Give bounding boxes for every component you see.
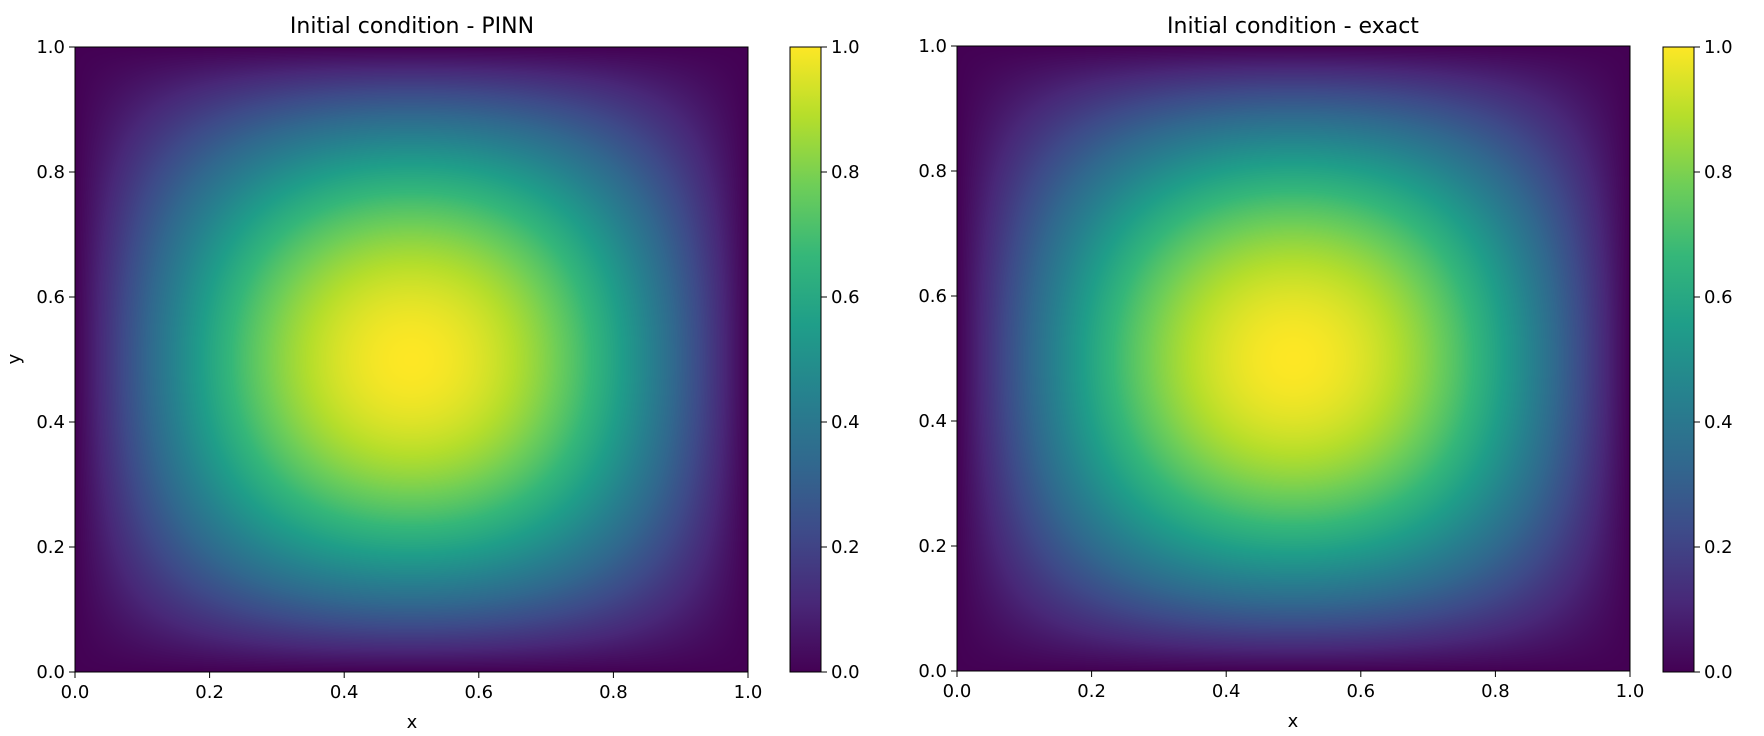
- plot-frame: [956, 45, 1631, 672]
- x-tick-label: 0.4: [330, 682, 359, 703]
- y-tick-label: 0.6: [918, 286, 947, 307]
- colorbar-axis: 0.0 0.2 0.4 0.6 0.8 1.0: [821, 37, 860, 683]
- y-tick-label: 1.0: [918, 36, 947, 57]
- colorbar-tick-label: 0.4: [1704, 412, 1733, 433]
- colorbar-tick-label: 0.6: [831, 287, 860, 308]
- colorbar-tick-label: 0.0: [831, 662, 860, 683]
- y-tick-label: 0.0: [36, 662, 65, 683]
- y-tick-label: 1.0: [36, 37, 65, 58]
- colorbar-tick-label: 0.0: [1704, 662, 1733, 683]
- chart-panel-pinn: Initial condition - PINN 0.0 0.2 0.4 0.6 0.8…: [4, 14, 860, 733]
- x-tick-label: 0.6: [464, 682, 493, 703]
- x-axis: 0.0 0.2 0.4 0.6 0.8 1.0: [61, 672, 763, 703]
- y-tick-label: 0.4: [918, 411, 947, 432]
- y-tick-label: 0.4: [36, 412, 65, 433]
- y-tick-label: 0.0: [918, 661, 947, 682]
- colorbar-tick-label: 0.4: [831, 412, 860, 433]
- x-axis-label: x: [1288, 711, 1299, 732]
- colorbar-tick-label: 0.8: [831, 162, 860, 183]
- y-tick-label: 0.6: [36, 287, 65, 308]
- x-axis: 0.0 0.2 0.4 0.6 0.8 1.0: [943, 671, 1645, 702]
- colorbar-axis: 0.0 0.2 0.4 0.6 0.8 1.0: [1694, 37, 1733, 683]
- x-tick-label: 1.0: [1616, 681, 1645, 702]
- x-tick-label: 0.0: [61, 682, 90, 703]
- chart-title: Initial condition - exact: [1167, 14, 1419, 39]
- chart-panel-exact: Initial condition - exact 0.0 0.2 0.4 0.6 0.…: [918, 14, 1732, 732]
- x-tick-label: 0.2: [1077, 681, 1106, 702]
- plot-frame: [74, 46, 749, 673]
- x-tick-label: 1.0: [734, 682, 763, 703]
- y-axis: 0.0 0.2 0.4 0.6 0.8 1.0: [918, 36, 957, 682]
- y-axis-label: y: [4, 353, 25, 364]
- colorbar-tick-label: 0.2: [1704, 537, 1733, 558]
- heatmap-plot: [957, 46, 1630, 671]
- colorbar: [789, 46, 822, 673]
- x-tick-label: 0.8: [599, 682, 628, 703]
- heatmap-plot: [75, 47, 748, 672]
- chart-title: Initial condition - PINN: [290, 14, 534, 39]
- x-tick-label: 0.6: [1346, 681, 1375, 702]
- colorbar-tick-label: 1.0: [1704, 37, 1733, 58]
- x-tick-label: 0.4: [1212, 681, 1241, 702]
- x-tick-label: 0.8: [1481, 681, 1510, 702]
- y-axis: 0.0 0.2 0.4 0.6 0.8 1.0: [36, 37, 75, 683]
- colorbar-tick-label: 1.0: [831, 37, 860, 58]
- y-tick-label: 0.8: [36, 162, 65, 183]
- x-axis-label: x: [407, 712, 418, 733]
- x-tick-label: 0.0: [943, 681, 972, 702]
- colorbar-tick-label: 0.6: [1704, 287, 1733, 308]
- x-tick-label: 0.2: [195, 682, 224, 703]
- y-tick-label: 0.8: [918, 161, 947, 182]
- y-tick-label: 0.2: [36, 537, 65, 558]
- colorbar-tick-label: 0.2: [831, 537, 860, 558]
- y-tick-label: 0.2: [918, 536, 947, 557]
- colorbar-tick-label: 0.8: [1704, 162, 1733, 183]
- colorbar: [1662, 46, 1695, 673]
